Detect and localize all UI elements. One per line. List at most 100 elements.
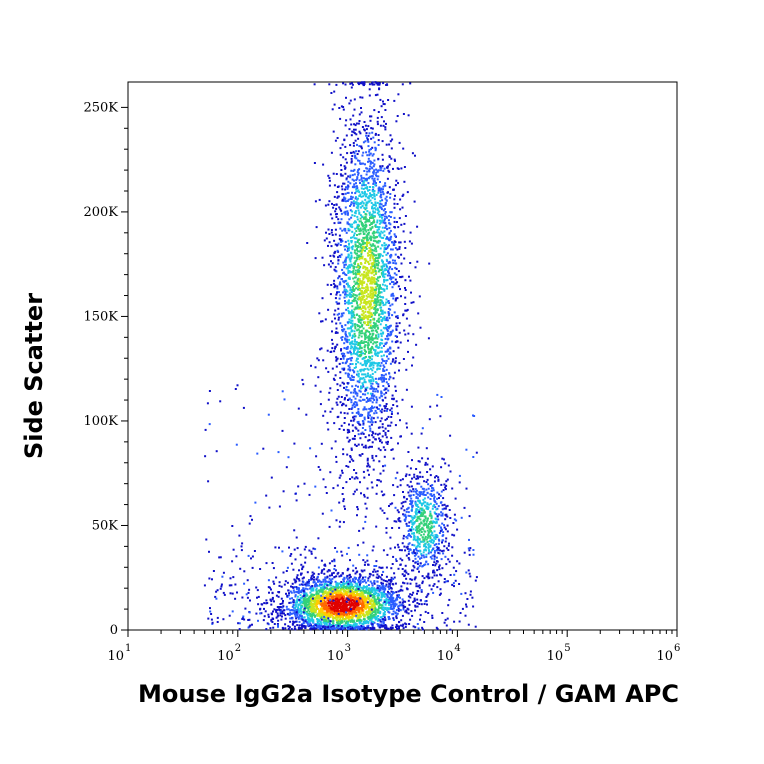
- data-point: [318, 579, 321, 582]
- data-point: [299, 608, 302, 611]
- data-point: [384, 109, 387, 111]
- data-point: [337, 620, 340, 623]
- data-point: [369, 193, 372, 196]
- data-point: [379, 316, 382, 318]
- data-point: [367, 145, 370, 148]
- data-point: [327, 308, 330, 311]
- data-point: [340, 185, 343, 188]
- data-point: [270, 612, 273, 615]
- data-point: [357, 189, 360, 192]
- data-point: [356, 374, 359, 376]
- data-point: [355, 445, 358, 447]
- data-point: [352, 369, 354, 372]
- data-point: [318, 312, 321, 315]
- data-point: [367, 446, 370, 449]
- data-point: [343, 355, 346, 358]
- data-point: [296, 599, 299, 602]
- data-point: [353, 581, 356, 584]
- data-point: [407, 339, 409, 342]
- data-point: [326, 283, 329, 286]
- data-point: [392, 597, 395, 600]
- data-point: [347, 223, 350, 226]
- data-point: [340, 627, 343, 630]
- data-point: [284, 627, 287, 630]
- data-point: [345, 256, 348, 259]
- data-point: [339, 520, 342, 523]
- data-point: [368, 224, 371, 227]
- data-point: [283, 612, 285, 615]
- data-point: [315, 590, 318, 593]
- data-point: [369, 362, 372, 365]
- data-point: [377, 270, 380, 273]
- data-point: [394, 389, 397, 392]
- data-point: [353, 367, 356, 369]
- data-point: [388, 302, 391, 304]
- data-point: [353, 389, 356, 392]
- data-point: [388, 598, 391, 601]
- data-point: [398, 247, 401, 250]
- data-point: [373, 317, 376, 320]
- data-point: [372, 153, 375, 156]
- data-point: [345, 301, 348, 304]
- data-point: [371, 614, 374, 617]
- data-point: [377, 575, 380, 578]
- data-point: [345, 96, 347, 99]
- data-point: [379, 343, 381, 346]
- data-point: [332, 622, 335, 625]
- data-point: [399, 276, 402, 279]
- data-point: [340, 602, 343, 605]
- data-point: [364, 352, 366, 355]
- data-point: [366, 287, 369, 289]
- data-point: [339, 377, 342, 379]
- data-point: [390, 593, 393, 596]
- data-point: [329, 579, 332, 582]
- data-point: [378, 589, 381, 592]
- data-point: [357, 342, 360, 344]
- data-point: [361, 578, 364, 581]
- data-point: [271, 598, 274, 601]
- data-point: [367, 622, 370, 624]
- data-point: [276, 608, 278, 611]
- data-point: [376, 596, 379, 599]
- data-point: [373, 604, 376, 607]
- data-point: [358, 616, 361, 619]
- data-point: [368, 195, 371, 198]
- data-point: [379, 240, 381, 243]
- data-point: [380, 291, 383, 294]
- data-point: [338, 476, 341, 479]
- data-point: [333, 592, 336, 595]
- data-point: [337, 256, 339, 259]
- data-point: [379, 626, 381, 629]
- data-point: [367, 160, 369, 163]
- data-point: [397, 270, 400, 273]
- data-point: [324, 617, 327, 620]
- data-point: [382, 193, 385, 196]
- data-point: [368, 606, 371, 609]
- data-point: [289, 620, 292, 623]
- data-point: [315, 606, 318, 609]
- data-point: [361, 604, 364, 607]
- data-point: [349, 174, 352, 177]
- data-point: [371, 369, 374, 372]
- data-point: [312, 587, 315, 590]
- data-point: [369, 251, 372, 254]
- data-point: [355, 203, 358, 206]
- data-point: [412, 356, 415, 359]
- data-point: [355, 601, 358, 604]
- data-point: [339, 227, 342, 230]
- data-point: [370, 615, 373, 618]
- data-point: [349, 260, 352, 263]
- data-point: [383, 234, 386, 237]
- data-point: [328, 233, 331, 235]
- data-point: [328, 614, 331, 617]
- data-point: [399, 198, 402, 201]
- data-point: [427, 612, 430, 614]
- data-point: [316, 620, 319, 623]
- data-point: [367, 439, 370, 442]
- data-point: [333, 576, 336, 579]
- data-point: [256, 596, 258, 599]
- data-point: [320, 607, 322, 610]
- data-point: [289, 611, 292, 614]
- data-point: [322, 578, 325, 581]
- data-point: [353, 256, 356, 259]
